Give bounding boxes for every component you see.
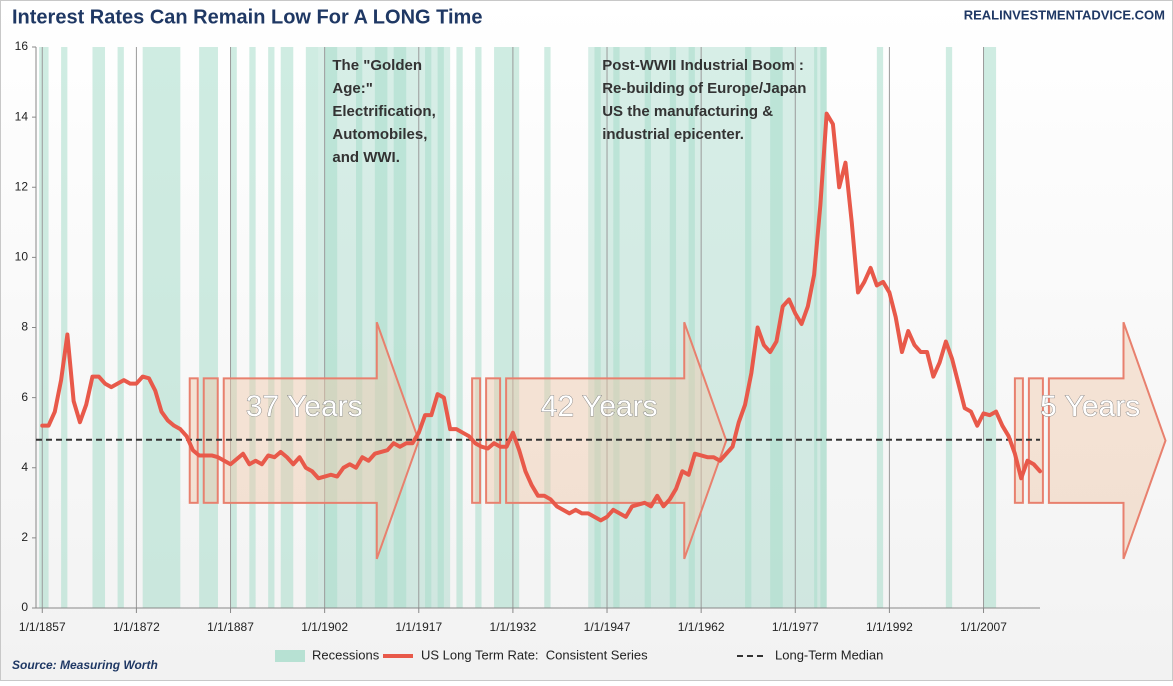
x-tick-label: 1/1/1872 [113,620,160,634]
arrow [1047,321,1167,560]
y-tick-label: 2 [21,530,28,544]
recession-band [268,47,275,608]
watermark: REALINVESTMENTADVICE.COM [964,7,1165,22]
legend-label: Recessions [312,647,380,662]
recession-band [280,47,294,608]
period-annotation: The "Golden [332,57,422,74]
recession-band [688,47,695,608]
recession-band [437,47,444,608]
recession-band [669,47,677,608]
recession-band [305,47,319,608]
y-tick-label: 0 [21,600,28,614]
series-line [40,111,1042,523]
recession-band [356,47,363,608]
recession-band [945,47,953,608]
x-tick-label: 1/1/1962 [678,620,725,634]
period-annotation: industrial epicenter. [602,126,744,143]
recession-band [456,47,463,608]
period-annotation: Electrification, [332,103,435,120]
recession-band [876,47,884,608]
marks-layer [36,111,1167,560]
arrow-label: 5 Years [1040,390,1140,423]
recession-band [494,47,520,608]
recession-band [983,47,997,608]
x-tick-label: 1/1/1917 [395,620,442,634]
x-tick-label: 1/1/1857 [19,620,66,634]
period-annotation: Re-building of Europe/Japan [602,80,806,97]
legend-swatch [275,650,305,662]
x-tick-label: 1/1/1902 [301,620,348,634]
x-tick-label: 1/1/1947 [584,620,631,634]
recession-band [644,47,651,608]
legend-label: Long-Term Median [775,647,883,662]
y-tick-label: 4 [21,460,28,474]
y-tick-label: 6 [21,390,28,404]
period-annotation: and WWI. [332,149,400,166]
x-tick-label: 1/1/1932 [490,620,537,634]
recession-band [613,47,620,608]
x-tick-label: 1/1/1977 [772,620,819,634]
recession-band [770,47,783,608]
y-tick-label: 14 [15,109,29,123]
background-layer [32,46,1040,613]
recession-band [374,47,388,608]
foreground-layer: The "Golden Age:" Electrification, Automobi… [15,39,1141,662]
recession-band [199,47,218,608]
source-note: Source: Measuring Worth [12,658,158,672]
arrow-label: 42 Years [541,390,658,423]
y-tick-label: 10 [15,250,29,264]
period-annotation: Age:" [332,80,372,97]
recession-band [814,47,818,608]
recession-band [745,47,752,608]
y-tick-label: 12 [15,179,29,193]
arrow-label: 37 Years [246,390,363,423]
recession-band [117,47,124,608]
recession-band [594,47,601,608]
x-tick-label: 1/1/1992 [866,620,913,634]
recession-band [249,47,256,608]
legend-label: US Long Term Rate: Consistent Series [421,647,648,662]
recession-band [544,47,551,608]
period-annotation: Automobiles, [332,126,427,143]
y-tick-label: 8 [21,320,28,334]
chart-title: Interest Rates Can Remain Low For A LONG… [12,6,482,28]
x-tick-label: 1/1/2007 [960,620,1007,634]
recession-band [92,47,106,608]
recession-band [142,47,181,608]
recession-band [393,47,407,608]
recession-band [820,47,827,608]
recession-band [475,47,482,608]
x-tick-label: 1/1/1887 [207,620,254,634]
recession-band [61,47,68,608]
period-annotation: US the manufacturing & [602,103,773,120]
recession-band [324,47,338,608]
recession-band [425,47,432,608]
recession-band [39,47,49,608]
period-annotation: Post-WWII Industrial Boom : [602,57,804,74]
y-tick-label: 16 [15,39,29,53]
recession-band [230,47,237,608]
